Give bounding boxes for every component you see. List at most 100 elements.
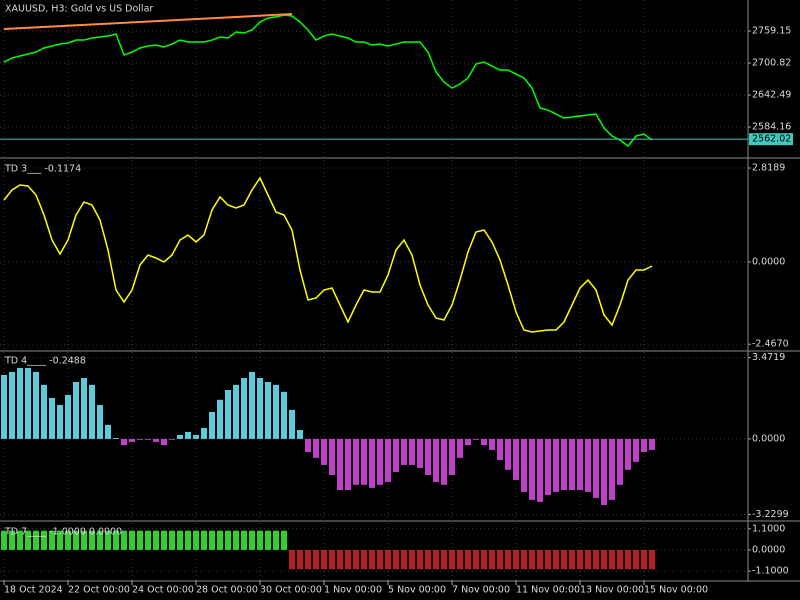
y-tick-label: -2.4670 — [752, 339, 789, 350]
y-tick-label: 2642.49 — [752, 90, 791, 101]
histogram-bar — [457, 549, 463, 570]
histogram-bar — [57, 404, 63, 439]
histogram-bar — [449, 438, 455, 476]
histogram-bar — [337, 438, 343, 491]
histogram-bar — [649, 438, 655, 450]
histogram-bar — [137, 438, 143, 440]
histogram-bar — [393, 438, 399, 472]
histogram-bar — [369, 549, 375, 570]
histogram-bar — [297, 430, 303, 439]
histogram-bar — [473, 549, 479, 570]
histogram-bar — [385, 438, 391, 483]
histogram-bar — [425, 438, 431, 476]
histogram-bar — [97, 404, 103, 439]
histogram-bar — [337, 549, 343, 570]
histogram-bar — [265, 381, 271, 439]
histogram-bar — [433, 438, 439, 483]
histogram-bar — [233, 530, 239, 550]
price-label-box — [749, 133, 793, 146]
histogram-bar — [545, 438, 551, 495]
histogram-bar — [313, 438, 319, 458]
histogram-bar — [401, 549, 407, 570]
histogram-bar — [145, 530, 151, 550]
histogram-bar — [105, 424, 111, 439]
histogram-bar — [505, 438, 511, 470]
x-tick-label: 11 Nov 00:00 — [516, 585, 580, 596]
x-tick-label: 22 Oct 00:00 — [68, 585, 130, 596]
histogram-bar — [521, 549, 527, 570]
histogram-bar — [545, 549, 551, 570]
histogram-bar — [393, 549, 399, 570]
histogram-bar — [465, 438, 471, 446]
histogram-bar — [257, 378, 263, 439]
histogram-bar — [169, 438, 175, 440]
y-tick-label: 0.0000 — [752, 544, 785, 555]
histogram-bar — [537, 438, 543, 502]
y-tick-label: 2.8189 — [752, 163, 785, 174]
histogram-bar — [353, 438, 359, 485]
histogram-bar — [153, 530, 159, 550]
histogram-bar — [273, 384, 279, 439]
histogram-bar — [89, 530, 95, 550]
histogram-bar — [329, 438, 335, 476]
histogram-bar — [25, 530, 31, 550]
histogram-bar — [345, 549, 351, 570]
histogram-bar — [489, 549, 495, 570]
histogram-bar — [449, 549, 455, 570]
histogram-bar — [433, 549, 439, 570]
histogram-bar — [633, 438, 639, 462]
histogram-bar — [145, 438, 151, 440]
histogram-bar — [241, 378, 247, 439]
histogram-bar — [601, 438, 607, 506]
histogram-bar — [561, 549, 567, 570]
histogram-bar — [361, 438, 367, 485]
histogram-bar — [65, 394, 71, 439]
histogram-bar — [409, 549, 415, 570]
pane-title: XAUUSD, H3: Gold vs US Dollar — [5, 4, 153, 15]
histogram-bar — [9, 530, 15, 550]
y-tick-label: -1.1000 — [752, 566, 789, 577]
histogram-bar — [321, 438, 327, 465]
histogram-bar — [81, 378, 87, 439]
histogram-bar — [185, 530, 191, 550]
pane-title: TD 3___ -0.1174 — [4, 164, 81, 175]
trendline — [3, 13, 293, 31]
histogram-bar — [257, 530, 263, 550]
histogram-bar — [73, 381, 79, 439]
histogram-bar — [481, 549, 487, 570]
y-tick-label: 2759.15 — [752, 26, 791, 37]
histogram-bar — [313, 549, 319, 570]
histogram-bar — [585, 438, 591, 492]
histogram-bar — [489, 438, 495, 450]
histogram-bar — [1, 530, 7, 550]
histogram-bar — [529, 438, 535, 500]
price-label: 2562.02 — [752, 134, 791, 145]
histogram-bar — [121, 530, 127, 550]
histogram-bar — [441, 549, 447, 570]
histogram-bar — [353, 549, 359, 570]
histogram-bar — [17, 367, 23, 439]
histogram-bar — [57, 530, 63, 550]
histogram-bar — [97, 530, 103, 550]
histogram-bar — [217, 530, 223, 550]
histogram-bar — [177, 434, 183, 439]
histogram-bar — [377, 549, 383, 570]
histogram-bar — [161, 530, 167, 550]
histogram-bar — [305, 438, 311, 453]
histogram-bar — [457, 438, 463, 458]
histogram-bar — [561, 438, 567, 491]
histogram-bar — [593, 438, 599, 498]
y-tick-label: 2584.16 — [752, 122, 791, 133]
histogram-bar — [193, 434, 199, 439]
histogram-bar — [177, 530, 183, 550]
x-tick-label: 7 Nov 00:00 — [452, 585, 510, 596]
histogram-bar — [281, 391, 287, 439]
histogram-bar — [121, 438, 127, 446]
x-tick-label: 15 Nov 00:00 — [644, 585, 708, 596]
histogram-bar — [641, 438, 647, 453]
pane-title: TD 4____ -0.2488 — [4, 356, 86, 367]
histogram-bar — [161, 438, 167, 446]
histogram-bar — [409, 438, 415, 465]
histogram-bar — [345, 438, 351, 491]
